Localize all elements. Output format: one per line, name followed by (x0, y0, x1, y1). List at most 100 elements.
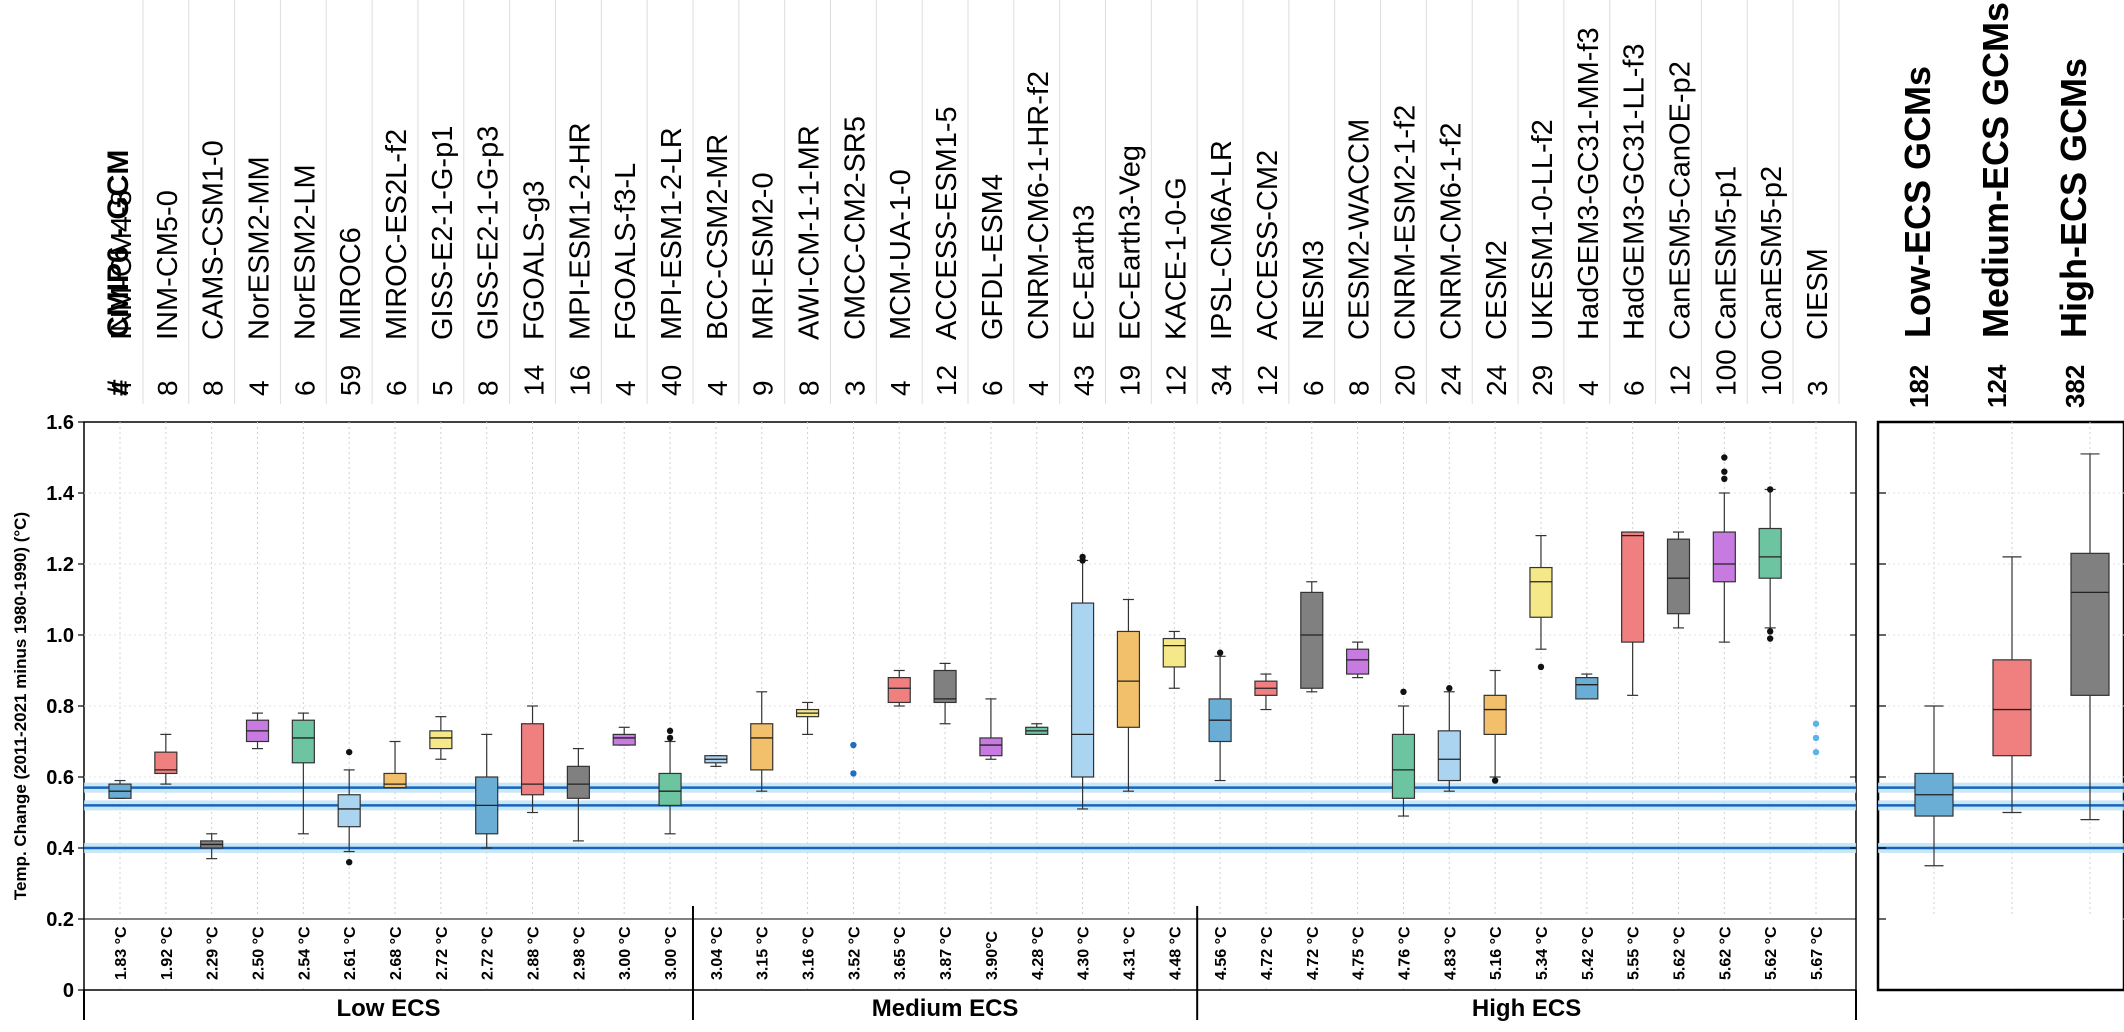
box (1621, 531, 1645, 643)
member-count-label: 40 (656, 365, 687, 396)
outlier-point (1721, 454, 1728, 461)
ecs-value-label: 4.28 °C (1030, 926, 1047, 980)
ecs-value-label: 3.15 °C (755, 926, 772, 980)
outlier-point (1079, 553, 1086, 561)
outlier-point (1766, 486, 1774, 493)
box (612, 733, 636, 746)
member-count-label: 4 (106, 380, 137, 396)
summary-count-label: 124 (1982, 364, 2012, 408)
model-name-label: EC-Earth3-Veg (1114, 145, 1146, 340)
outlier-point (1766, 628, 1774, 635)
ecs-value-label: 3.65 °C (892, 926, 909, 980)
outlier-point (1400, 688, 1407, 695)
ecs-value-label: 5.62 °C (1763, 926, 1780, 980)
member-count-label: 4 (885, 380, 916, 396)
count-column-header: # (102, 379, 135, 396)
member-count-label: 43 (1069, 365, 1100, 396)
box (658, 772, 682, 807)
column-headers: CMIP6 - GCM # (102, 150, 135, 396)
box (520, 723, 545, 796)
member-count-label: 3 (1802, 380, 1833, 396)
member-count-label: 12 (931, 365, 962, 396)
ecs-value-label: 2.72 °C (434, 926, 451, 980)
box (1575, 676, 1599, 700)
ecs-group-labels: Low ECS Medium ECS High ECS (83, 906, 1857, 1022)
model-name-label: HadGEM3-GC31-MM-f3 (1573, 27, 1605, 340)
summary-name-label: Low-ECS GCMs (1897, 66, 1938, 338)
member-count-label: 9 (748, 380, 779, 396)
model-name-label: CESM2-WACCM (1344, 119, 1376, 340)
box (1437, 730, 1461, 782)
y-tick-label: 0 (63, 980, 74, 1002)
box (1346, 648, 1370, 675)
member-count-label: 34 (1206, 365, 1237, 396)
member-count-label: 4 (244, 380, 275, 396)
outlier-point (1537, 663, 1545, 671)
summary-name-label: High-ECS GCMs (2053, 58, 2094, 338)
ecs-value-label: 1.83 °C (113, 926, 130, 980)
model-name-label: INM-CM5-0 (152, 190, 184, 340)
outlier-point (1491, 777, 1499, 784)
outlier-point (1812, 748, 1820, 756)
model-name-label: HadGEM3-GC31-LL-f3 (1619, 43, 1651, 340)
box (1712, 531, 1736, 583)
box (1483, 694, 1507, 735)
box (1300, 591, 1324, 689)
ecs-value-label: 3.04 °C (709, 926, 726, 980)
model-name-label: CanESM5-p1 (1710, 166, 1742, 340)
ecs-value-label: 5.16 °C (1488, 926, 1505, 980)
group-label: Low ECS (336, 995, 440, 1022)
member-count-label: 24 (1435, 365, 1466, 396)
group-label: High ECS (1472, 995, 1581, 1022)
model-name-label: CNRM-ESM2-1-f2 (1389, 105, 1421, 340)
ecs-value-label: 2.29 °C (205, 926, 222, 980)
main-plot-panel: 0 0.2 0.4 0.6 0.8 1.0 1.2 1.4 1.6 INM-CM4-8 4 1.83 … (46, 0, 1857, 1002)
member-count-label: 8 (794, 380, 825, 396)
ecs-value-label: 4.72 °C (1305, 926, 1322, 980)
y-tick-label: 0.6 (46, 767, 74, 789)
summary-plot-panel: Low-ECS GCMs 182 Medium-ECS GCMs 124 High-EC… (1876, 2, 2124, 992)
ecs-value-label: 4.83 °C (1442, 926, 1459, 980)
model-name-label: IPSL-CM6A-LR (1206, 140, 1238, 340)
model-name-label: KACE-1-0-G (1160, 177, 1192, 340)
member-count-label: 4 (1573, 380, 1604, 396)
member-count-label: 12 (1160, 365, 1191, 396)
summary-count-label: 382 (2060, 365, 2090, 408)
outlier-point (850, 770, 857, 777)
model-name-label: CanESM5-p2 (1756, 166, 1788, 340)
box (154, 751, 178, 775)
member-count-label: 3 (839, 380, 870, 396)
model-name-label: GFDL-ESM4 (977, 174, 1009, 340)
member-count-label: 8 (1344, 380, 1375, 396)
outlier-point (1812, 734, 1820, 742)
model-name-label: CESM2 (1481, 240, 1513, 340)
y-tick-label: 1.4 (46, 483, 75, 505)
y-tick-label: 1.2 (46, 554, 74, 576)
member-count-label: 5 (427, 380, 458, 396)
outlier-point (1766, 635, 1774, 642)
ecs-value-label: 4.72 °C (1259, 926, 1276, 980)
box (291, 719, 315, 764)
member-count-label: 6 (1619, 380, 1650, 396)
model-name-label: GISS-E2-1-G-p1 (427, 126, 459, 340)
box (979, 737, 1003, 757)
chart-title: CMIP6 - GCM (102, 150, 135, 338)
outlier-point (1446, 685, 1453, 692)
outlier-point (1216, 649, 1224, 656)
box (1529, 566, 1553, 618)
box (1391, 733, 1416, 799)
ecs-label-strip (85, 915, 1855, 988)
ecs-value-label: 2.88 °C (526, 926, 543, 980)
model-name-label: FGOALS-g3 (519, 180, 551, 340)
model-name-label: GISS-E2-1-G-p3 (473, 126, 505, 340)
box (1070, 602, 1095, 778)
ecs-value-label: 2.54 °C (296, 926, 313, 980)
summary-count-label: 182 (1904, 365, 1934, 408)
box (1162, 637, 1186, 668)
model-name-label: FGOALS-f3-L (610, 163, 642, 340)
ecs-value-label: 2.61 °C (342, 926, 359, 980)
ecs-value-label: 2.68 °C (388, 926, 405, 980)
member-count-label: 6 (1298, 380, 1329, 396)
ecs-value-label: 4.30 °C (1076, 926, 1093, 980)
model-name-label: BCC-CSM2-MR (702, 134, 734, 340)
